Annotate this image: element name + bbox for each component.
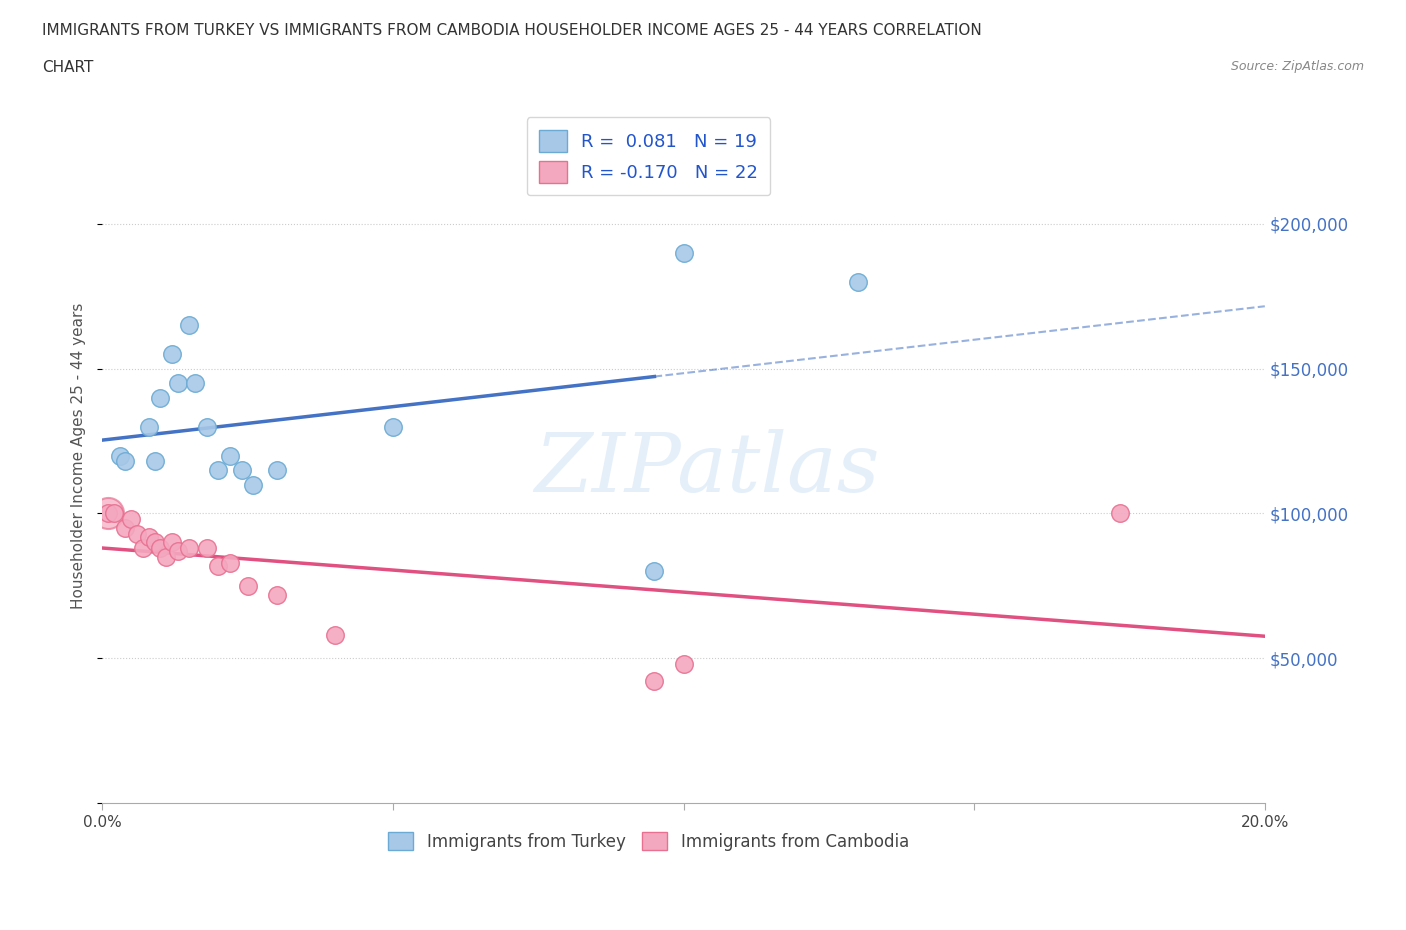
Point xyxy=(166,544,188,559)
Point xyxy=(195,540,218,555)
Point xyxy=(138,419,160,434)
Point xyxy=(643,674,665,689)
Point xyxy=(114,521,136,536)
Point xyxy=(166,376,188,391)
Point xyxy=(160,347,183,362)
Point xyxy=(132,540,155,555)
Text: ZIPatlas: ZIPatlas xyxy=(534,430,880,510)
Point xyxy=(184,376,207,391)
Point xyxy=(219,555,242,570)
Point xyxy=(160,535,183,550)
Point xyxy=(266,462,288,477)
Point xyxy=(179,540,201,555)
Point xyxy=(138,529,160,544)
Point xyxy=(97,506,120,521)
Point xyxy=(207,558,229,573)
Y-axis label: Householder Income Ages 25 - 44 years: Householder Income Ages 25 - 44 years xyxy=(72,302,86,609)
Point xyxy=(149,391,172,405)
Point xyxy=(97,506,120,521)
Text: CHART: CHART xyxy=(42,60,94,75)
Point xyxy=(195,419,218,434)
Point xyxy=(143,454,166,469)
Text: IMMIGRANTS FROM TURKEY VS IMMIGRANTS FROM CAMBODIA HOUSEHOLDER INCOME AGES 25 - : IMMIGRANTS FROM TURKEY VS IMMIGRANTS FRO… xyxy=(42,23,981,38)
Point xyxy=(672,657,695,671)
Point xyxy=(108,448,131,463)
Point xyxy=(672,246,695,260)
Point xyxy=(149,540,172,555)
Point xyxy=(127,526,149,541)
Point xyxy=(219,448,242,463)
Point xyxy=(242,477,264,492)
Point xyxy=(236,578,259,593)
Point xyxy=(179,318,201,333)
Point xyxy=(643,564,665,578)
Legend: Immigrants from Turkey, Immigrants from Cambodia: Immigrants from Turkey, Immigrants from … xyxy=(382,826,915,857)
Point xyxy=(207,462,229,477)
Point xyxy=(846,274,869,289)
Point xyxy=(266,587,288,602)
Text: Source: ZipAtlas.com: Source: ZipAtlas.com xyxy=(1230,60,1364,73)
Point xyxy=(323,628,346,643)
Point xyxy=(381,419,404,434)
Point xyxy=(103,506,125,521)
Point xyxy=(231,462,253,477)
Point xyxy=(1108,506,1130,521)
Point xyxy=(143,535,166,550)
Point xyxy=(114,454,136,469)
Point xyxy=(155,550,177,565)
Point xyxy=(120,512,142,526)
